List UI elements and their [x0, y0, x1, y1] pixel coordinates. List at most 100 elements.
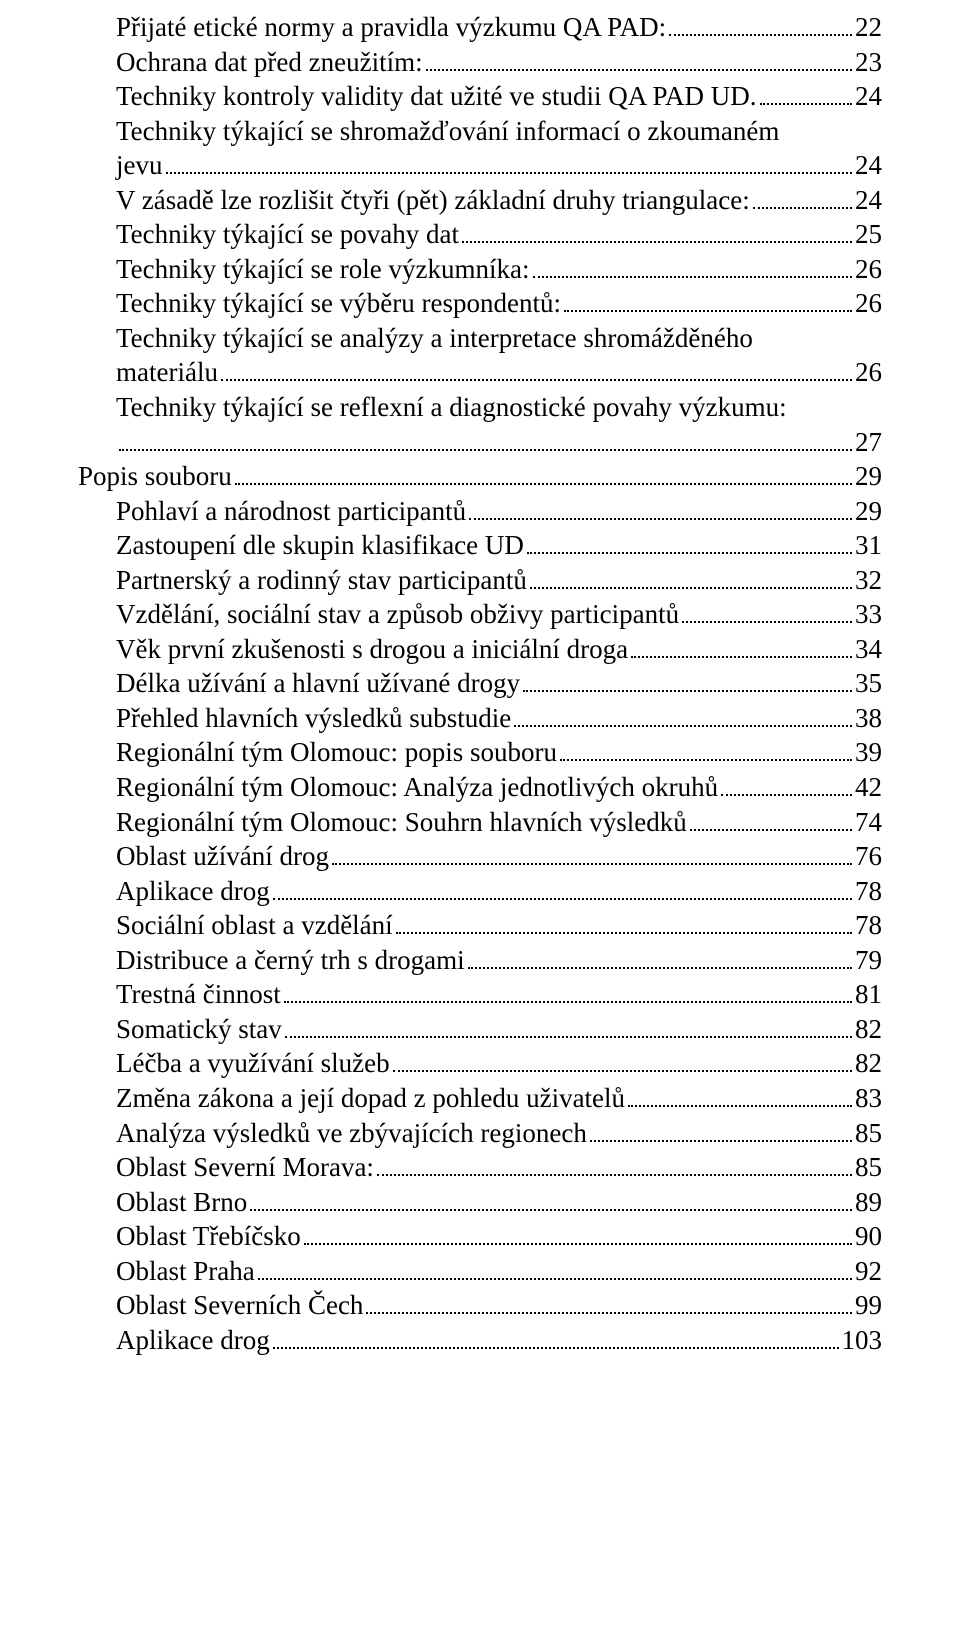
toc-leader-dots — [527, 552, 852, 554]
toc-leader-dots — [690, 829, 852, 831]
toc-entry: Ochrana dat před zneužitím: 23 — [78, 45, 882, 80]
toc-page-number: 38 — [855, 701, 882, 736]
toc-entry-text: Věk první zkušenosti s drogou a iniciáln… — [116, 632, 628, 667]
toc-entry-text: Partnerský a rodinný stav participantů — [116, 563, 527, 598]
toc-page-number: 25 — [855, 217, 882, 252]
toc-page-number: 83 — [855, 1081, 882, 1116]
toc-leader-dots — [166, 172, 853, 174]
toc-page-number: 26 — [855, 252, 882, 287]
toc-entry-text: Techniky týkající se analýzy a interpret… — [116, 321, 882, 356]
toc-entry: V zásadě lze rozlišit čtyři (pět) základ… — [78, 183, 882, 218]
toc-entry: Pohlaví a národnost participantů29 — [78, 494, 882, 529]
toc-entry: Techniky kontroly validity dat užité ve … — [78, 79, 882, 114]
toc-entry: Distribuce a černý trh s drogami79 — [78, 943, 882, 978]
toc-entry-text: Délka užívání a hlavní užívané drogy — [116, 666, 520, 701]
toc-entry: Popis souboru29 — [78, 459, 882, 494]
toc-leader-dots — [682, 621, 852, 623]
toc-entry: Techniky týkající se povahy dat25 — [78, 217, 882, 252]
toc-entry: Analýza výsledků ve zbývajících regionec… — [78, 1116, 882, 1151]
toc-entry-text: Regionální tým Olomouc: Analýza jednotli… — [116, 770, 718, 805]
toc-entry-text: Sociální oblast a vzdělání — [116, 908, 393, 943]
toc-entry: Délka užívání a hlavní užívané drogy 35 — [78, 666, 882, 701]
toc-leader-dots — [285, 1036, 852, 1038]
toc-page-number: 32 — [855, 563, 882, 598]
toc-leader-dots — [396, 932, 852, 934]
toc-entry: Sociální oblast a vzdělání 78 — [78, 908, 882, 943]
toc-entry-text: Vzdělání, sociální stav a způsob obživy … — [116, 597, 679, 632]
toc-entry-text: Techniky týkající se shromažďování infor… — [116, 114, 882, 149]
toc-leader-dots — [332, 863, 852, 865]
toc-leader-dots — [426, 69, 852, 71]
toc-entry-text: Aplikace drog — [116, 874, 270, 909]
toc-page-number: 103 — [842, 1323, 883, 1358]
toc-leader-dots — [462, 241, 852, 243]
toc-leader-dots — [258, 1278, 852, 1280]
table-of-contents: Přijaté etické normy a pravidla výzkumu … — [78, 10, 882, 1357]
toc-entry: Trestná činnost81 — [78, 977, 882, 1012]
toc-entry-text: Oblast užívání drog — [116, 839, 329, 874]
toc-leader-dots — [304, 1243, 852, 1245]
toc-entry: Aplikace drog78 — [78, 874, 882, 909]
toc-page-number: 24 — [855, 148, 882, 183]
toc-page-number: 78 — [855, 908, 882, 943]
toc-entry: Oblast Severní Morava: 85 — [78, 1150, 882, 1185]
toc-leader-dots — [468, 967, 852, 969]
toc-entry: Oblast Severních Čech99 — [78, 1288, 882, 1323]
toc-leader-dots — [564, 310, 852, 312]
toc-leader-dots — [284, 1001, 852, 1003]
toc-page-number: 39 — [855, 735, 882, 770]
toc-page-number: 24 — [855, 79, 882, 114]
toc-entry-text: Oblast Severní Morava: — [116, 1150, 374, 1185]
toc-entry-text: Léčba a využívání služeb — [116, 1046, 390, 1081]
toc-leader-dots — [393, 1070, 852, 1072]
toc-entry-text: Techniky týkající se role výzkumníka: — [116, 252, 530, 287]
toc-page-number: 85 — [855, 1116, 882, 1151]
toc-page-number: 74 — [855, 805, 882, 840]
toc-entry: Techniky týkající se role výzkumníka: 26 — [78, 252, 882, 287]
toc-page-number: 34 — [855, 632, 882, 667]
toc-entry-text: Oblast Třebíčsko — [116, 1219, 301, 1254]
toc-leader-dots — [119, 449, 852, 451]
toc-entry-text: Zastoupení dle skupin klasifikace UD — [116, 528, 524, 563]
toc-leader-dots — [721, 794, 852, 796]
toc-entry-text: Techniky kontroly validity dat užité ve … — [116, 79, 757, 114]
toc-entry-text: Ochrana dat před zneužitím: — [116, 45, 423, 80]
toc-entry-text: V zásadě lze rozlišit čtyři (pět) základ… — [116, 183, 750, 218]
toc-leader-dots — [523, 690, 852, 692]
toc-leader-dots — [628, 1105, 852, 1107]
toc-entry: Věk první zkušenosti s drogou a iniciáln… — [78, 632, 882, 667]
toc-leader-dots — [530, 587, 852, 589]
toc-leader-dots — [631, 656, 852, 658]
toc-leader-dots — [669, 34, 852, 36]
toc-page-number: 82 — [855, 1012, 882, 1047]
toc-leader-dots — [273, 898, 852, 900]
toc-entry: Oblast Třebíčsko90 — [78, 1219, 882, 1254]
toc-entry-text: Techniky týkající se reflexní a diagnost… — [116, 390, 882, 425]
toc-leader-dots — [590, 1140, 852, 1142]
toc-entry-text: Oblast Brno — [116, 1185, 247, 1220]
toc-page-number: 23 — [855, 45, 882, 80]
toc-leader-dots — [221, 379, 852, 381]
toc-entry-text: Přehled hlavních výsledků substudie — [116, 701, 511, 736]
toc-page-number: 85 — [855, 1150, 882, 1185]
toc-entry-text: Somatický stav — [116, 1012, 282, 1047]
toc-entry: Partnerský a rodinný stav participantů 32 — [78, 563, 882, 598]
toc-page-number: 31 — [855, 528, 882, 563]
toc-page-number: 22 — [855, 10, 882, 45]
toc-entry-text: Regionální tým Olomouc: Souhrn hlavních … — [116, 805, 687, 840]
toc-page-number: 92 — [855, 1254, 882, 1289]
toc-entry: Aplikace drog103 — [78, 1323, 882, 1358]
toc-entry: Regionální tým Olomouc: Analýza jednotli… — [78, 770, 882, 805]
toc-leader-dots — [469, 518, 852, 520]
toc-entry: Přehled hlavních výsledků substudie 38 — [78, 701, 882, 736]
toc-entry: Oblast užívání drog 76 — [78, 839, 882, 874]
toc-entry: Zastoupení dle skupin klasifikace UD 31 — [78, 528, 882, 563]
toc-page-number: 82 — [855, 1046, 882, 1081]
toc-entry-text: Pohlaví a národnost participantů — [116, 494, 466, 529]
toc-page-number: 76 — [855, 839, 882, 874]
toc-entry: Regionální tým Olomouc: Souhrn hlavních … — [78, 805, 882, 840]
toc-entry-text: jevu — [116, 148, 163, 183]
toc-page-number: 35 — [855, 666, 882, 701]
toc-leader-dots — [760, 103, 852, 105]
toc-leader-dots — [235, 483, 852, 485]
